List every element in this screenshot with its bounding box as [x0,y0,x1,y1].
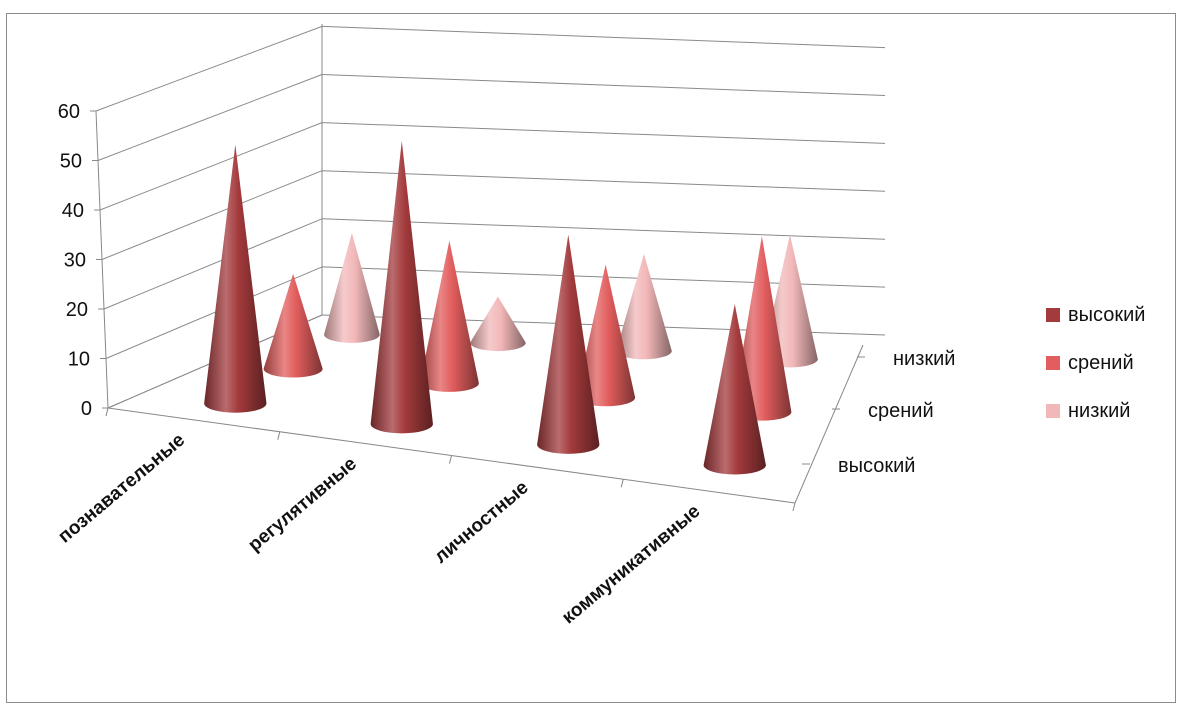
x-tick-mark [620,479,624,488]
y-tick-label: 20 [66,299,88,321]
y-tick-label: 30 [64,250,86,272]
gridline-left-wall [95,25,323,112]
right-floor-edge [794,344,864,504]
cone-высокий-познавательные [204,144,267,413]
category-label: познавательные [54,430,189,548]
cone-низкий-познавательные [324,232,380,343]
gridline-back-wall [321,218,886,240]
legend-label: срений [1068,352,1134,374]
gridline-left-wall [97,74,323,161]
cone-высокий-регулятивные [370,140,433,434]
gridline-back-wall [321,74,886,96]
gridline-left-wall [101,170,323,260]
y-tick-label: 0 [81,398,92,420]
cone-срений-личностные [576,264,636,407]
y-tick-label: 40 [62,200,84,222]
cone-срений-познавательные [263,273,323,378]
gridline-left-wall [99,122,323,211]
x-tick-mark [105,407,109,417]
gridline-back-wall [321,170,886,192]
depth-label: срений [868,400,934,422]
category-label: коммуникативные [558,501,704,628]
x-tick-mark [792,502,796,512]
category-labels: познавательные регулятивные личностные комм… [54,430,704,629]
legend: высокий срений низкий [1046,304,1145,422]
x-tick-mark [449,455,452,464]
category-label: регулятивные [244,453,361,556]
legend-label: высокий [1068,304,1145,326]
gridline-left-wall [103,218,323,310]
cone-срений-регулятивные [419,240,479,392]
legend-swatch [1046,308,1060,322]
category-label: личностные [430,477,532,567]
depth-axis-labels: низкий срений высокий [802,348,955,477]
gridline-left-wall [105,266,323,359]
cone-marks [204,140,818,475]
depth-label: высокий [838,455,915,477]
cone-низкий-регулятивные [470,296,526,352]
y-axis-ticks: 0 10 20 30 40 50 60 [58,101,92,420]
cone-высокий-коммуникативные [703,304,766,475]
y-tick-label: 50 [60,151,82,173]
y-tick-label: 10 [68,349,90,371]
legend-swatch [1046,404,1060,418]
y-tick-label: 60 [58,101,80,123]
legend-swatch [1046,356,1060,370]
depth-label: низкий [893,348,955,370]
cone-низкий-личностные [616,253,672,360]
cone-высокий-личностные [537,234,600,454]
x-tick-mark [277,431,281,440]
gridline-back-wall [321,122,886,144]
legend-label: низкий [1068,400,1130,422]
gridline-back-wall [321,25,886,49]
